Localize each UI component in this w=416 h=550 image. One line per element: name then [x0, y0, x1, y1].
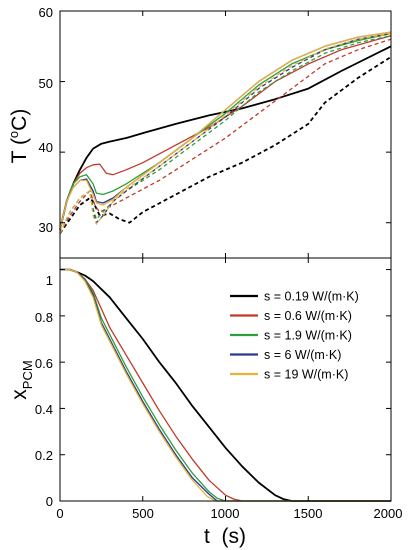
svg-text:xPCM: xPCM — [8, 360, 35, 399]
top-panel: 30 40 50 60 T (oC) — [6, 5, 392, 259]
bottom-xtick-label: 1000 — [211, 506, 240, 521]
top-series-line-4 — [59, 32, 392, 230]
top-ytick-label: 50 — [39, 76, 53, 91]
bottom-ytick-label: 0.8 — [35, 310, 53, 325]
bottom-ytick-label: 0.2 — [35, 448, 53, 463]
svg-text:T (oC): T (oC) — [6, 109, 31, 164]
top-ytick-label: 60 — [39, 5, 53, 20]
bottom-series-line-0 — [60, 268, 391, 502]
top-series-line-9 — [59, 32, 392, 234]
top-series-line-2 — [59, 35, 392, 230]
x-axis-title: t (s) — [204, 525, 246, 548]
bottom-y-axis-title: xPCM — [8, 360, 35, 399]
top-ticks-group — [59, 10, 392, 258]
bottom-ytick-label: 1 — [46, 273, 53, 288]
legend-label-4: s = 19 W/(m·K) — [264, 368, 348, 382]
legend-label-3: s = 6 W/(m·K) — [264, 348, 341, 362]
bottom-xtick-label: 500 — [132, 506, 154, 521]
top-y-axis-title: T (oC) — [6, 109, 31, 164]
legend-label-1: s = 0.6 W/(m·K) — [264, 309, 352, 323]
legend: s = 0.19 W/(m·K) s = 0.6 W/(m·K) s = 1.9 W… — [230, 290, 359, 382]
top-ylabel-main: T — [8, 150, 31, 163]
top-ytick-label: 40 — [39, 140, 53, 155]
top-ytick-label: 30 — [39, 220, 53, 235]
top-ylabel-unit: C — [8, 116, 31, 131]
top-series-line-1 — [59, 56, 392, 234]
bottom-ytick-label: 0 — [46, 494, 53, 509]
bottom-xtick-label: 0 — [56, 506, 63, 521]
top-series-line-7 — [59, 32, 392, 234]
bottom-series-group — [60, 268, 391, 502]
top-series-line-0 — [59, 45, 392, 231]
bottom-series-line-2 — [60, 268, 391, 502]
top-series-line-8 — [59, 31, 392, 230]
bottom-series-line-1 — [60, 268, 391, 502]
bottom-series-line-4 — [60, 268, 391, 502]
top-series-line-5 — [59, 35, 392, 234]
top-series-group — [59, 31, 392, 234]
bottom-panel: 0 0.2 0.4 0.6 0.8 1 0 500 1000 1500 2000… — [8, 257, 403, 548]
legend-label-2: s = 1.9 W/(m·K) — [264, 329, 352, 343]
legend-label-0: s = 0.19 W/(m·K) — [264, 290, 359, 304]
top-series-line-3 — [59, 38, 392, 234]
top-series-line-6 — [59, 31, 392, 230]
top-plot-frame — [59, 10, 392, 259]
bottom-ylabel-sub: PCM — [20, 360, 35, 389]
top-ylabel-sup: o — [6, 131, 21, 138]
bottom-ylabel-main: x — [8, 389, 31, 400]
bottom-xtick-label: 1500 — [294, 506, 323, 521]
bottom-ytick-label: 0.4 — [35, 402, 53, 417]
bottom-xtick-label: 2000 — [374, 506, 403, 521]
bottom-ticks-group — [59, 258, 392, 502]
bottom-series-line-3 — [60, 268, 391, 502]
bottom-ytick-label: 0.6 — [35, 356, 53, 371]
